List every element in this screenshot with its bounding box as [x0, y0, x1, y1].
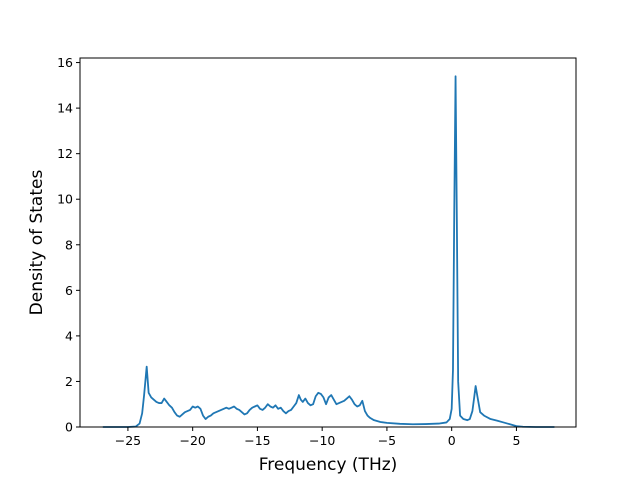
x-tick-label: −10 — [309, 433, 335, 448]
x-tick-label: 0 — [448, 433, 456, 448]
y-tick-label: 2 — [65, 374, 73, 389]
y-tick-label: 4 — [65, 328, 73, 343]
dos-series-line — [102, 75, 555, 428]
y-tick-label: 10 — [57, 192, 73, 207]
y-tick-label: 16 — [57, 55, 73, 70]
y-tick-label: 0 — [65, 420, 73, 435]
x-tick-label: −25 — [115, 433, 141, 448]
y-tick-label: 8 — [65, 237, 73, 252]
x-axis-label: Frequency (THz) — [259, 455, 398, 475]
y-tick-label: 6 — [65, 283, 73, 298]
y-axis-label: Density of States — [27, 170, 47, 316]
x-tick-label: −15 — [244, 433, 270, 448]
x-tick-label: −20 — [179, 433, 205, 448]
plot-frame — [79, 57, 577, 428]
x-tick-label: 5 — [512, 433, 520, 448]
plot-area — [80, 58, 576, 427]
y-tick-label: 12 — [57, 146, 73, 161]
y-tick-label: 14 — [57, 101, 73, 116]
x-axis-ticks: −25 −20 −15 −10 −5 0 5 — [115, 427, 520, 448]
x-tick-label: −5 — [378, 433, 396, 448]
y-axis-ticks: 0 2 4 6 8 10 12 14 16 — [57, 55, 80, 435]
